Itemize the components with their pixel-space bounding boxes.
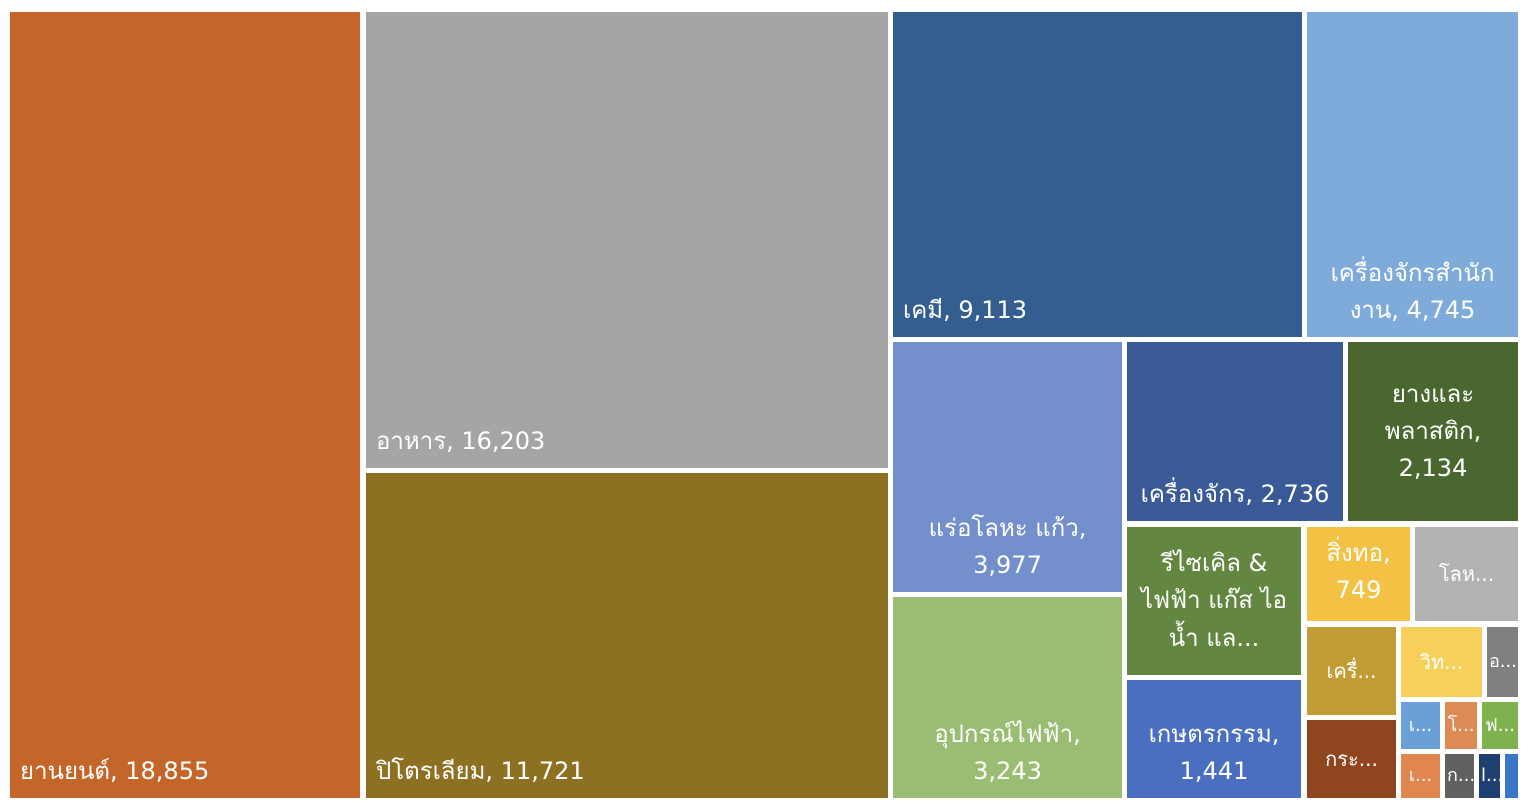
treemap-tile-label: ปิโตรเลียม, 11,721 bbox=[376, 756, 585, 785]
treemap-tile-label: ฟ... bbox=[1485, 714, 1515, 736]
treemap-tile: สิ่งทอ, 749 bbox=[1307, 527, 1410, 621]
treemap-tile: อุปกรณ์ไฟฟ้า, 3,243 bbox=[893, 597, 1122, 798]
treemap-tile-label: อาหาร, 16,203 bbox=[376, 426, 546, 455]
treemap-tile: l... bbox=[1479, 754, 1500, 798]
treemap-tile-label: อ... bbox=[1489, 651, 1517, 673]
treemap-tile-label: สิ่งทอ, 749 bbox=[1326, 539, 1391, 605]
treemap-tile-label: อุปกรณ์ไฟฟ้า, 3,243 bbox=[934, 719, 1081, 785]
treemap-tile: โลห... bbox=[1415, 527, 1518, 621]
treemap-tile-label: เครื่... bbox=[1326, 659, 1377, 683]
treemap-tile-label: เ... bbox=[1408, 714, 1433, 736]
treemap-tile bbox=[1505, 754, 1518, 798]
treemap-tile-label: รีไซเคิล & ไฟฟ้า แก๊ส ไอ น้ำ แล... bbox=[1141, 549, 1287, 652]
treemap-tile-label: วิท... bbox=[1419, 650, 1464, 674]
treemap-tile: ฟ... bbox=[1482, 702, 1518, 749]
treemap-tile-label: เคมี, 9,113 bbox=[903, 295, 1028, 324]
treemap-tile: ยางและ พลาสติก, 2,134 bbox=[1348, 342, 1518, 521]
treemap-tile: อาหาร, 16,203 bbox=[366, 12, 888, 468]
treemap-tile-label: l... bbox=[1481, 765, 1500, 787]
treemap-tile: เครื่องจักร, 2,736 bbox=[1127, 342, 1343, 521]
treemap-tile: เกษตรกรรม, 1,441 bbox=[1127, 680, 1301, 798]
treemap-tile: อ... bbox=[1487, 627, 1518, 697]
treemap-tile: เครื่องจักรสำนัก งาน, 4,745 bbox=[1307, 12, 1518, 337]
treemap-tile-label: แร่อโลหะ แก้ว, 3,977 bbox=[928, 513, 1087, 579]
treemap-tile-label: เครื่องจักรสำนัก งาน, 4,745 bbox=[1330, 258, 1495, 324]
treemap-tile: ปิโตรเลียม, 11,721 bbox=[366, 473, 888, 798]
treemap-tile-label: เครื่องจักร, 2,736 bbox=[1140, 479, 1330, 508]
treemap-tile: รีไซเคิล & ไฟฟ้า แก๊ส ไอ น้ำ แล... bbox=[1127, 527, 1301, 675]
treemap-tile: ยานยนต์, 18,855 bbox=[10, 12, 360, 798]
treemap-tile-label: โ... bbox=[1447, 714, 1475, 736]
treemap-tile-label: ก... bbox=[1447, 765, 1474, 787]
treemap-tile-label: กระ... bbox=[1325, 747, 1378, 771]
treemap-tile-label: เกษตรกรรม, 1,441 bbox=[1148, 719, 1280, 785]
treemap-tile-label: ยานยนต์, 18,855 bbox=[20, 756, 210, 785]
treemap-tile: วิท... bbox=[1401, 627, 1482, 697]
treemap-tile: เคมี, 9,113 bbox=[893, 12, 1302, 337]
treemap-tile: เครื่... bbox=[1307, 627, 1396, 715]
treemap-tile: ก... bbox=[1445, 754, 1474, 798]
treemap-tile-label: โลห... bbox=[1438, 562, 1495, 586]
treemap-tile: โ... bbox=[1445, 702, 1477, 749]
treemap-tile-label: ยางและ พลาสติก, 2,134 bbox=[1384, 379, 1482, 483]
treemap-tile: กระ... bbox=[1307, 720, 1396, 798]
treemap-tile-label: เ... bbox=[1408, 765, 1433, 787]
treemap-tile: เ... bbox=[1401, 754, 1440, 798]
treemap-tile: เ... bbox=[1401, 702, 1440, 749]
treemap-tile: แร่อโลหะ แก้ว, 3,977 bbox=[893, 342, 1122, 592]
